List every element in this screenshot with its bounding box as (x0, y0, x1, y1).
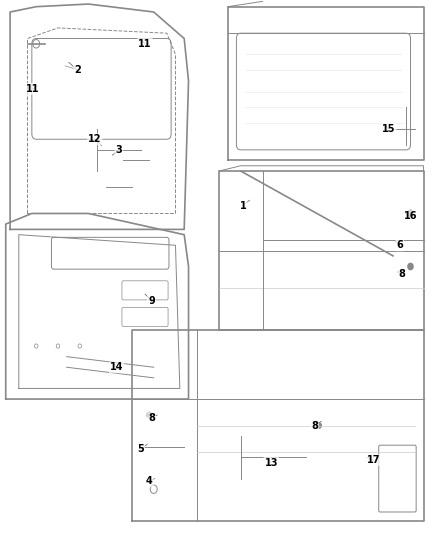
Circle shape (408, 263, 413, 270)
Text: 13: 13 (265, 458, 278, 467)
Text: 15: 15 (382, 124, 396, 134)
Text: 14: 14 (110, 362, 124, 372)
Text: 8: 8 (311, 421, 318, 431)
Text: 11: 11 (26, 84, 39, 94)
Text: 8: 8 (148, 413, 155, 423)
Text: 1: 1 (240, 200, 246, 211)
Text: 4: 4 (146, 477, 153, 486)
Text: 6: 6 (396, 240, 403, 251)
Text: 12: 12 (88, 134, 102, 144)
Text: 16: 16 (404, 211, 417, 221)
Text: 8: 8 (398, 270, 405, 279)
Text: 17: 17 (367, 455, 380, 465)
Circle shape (147, 413, 152, 418)
Text: 9: 9 (148, 296, 155, 306)
Circle shape (408, 211, 413, 216)
Circle shape (317, 423, 321, 428)
Text: 2: 2 (74, 66, 81, 75)
Text: 5: 5 (137, 445, 144, 455)
Text: 11: 11 (138, 39, 152, 49)
Text: 3: 3 (116, 145, 122, 155)
